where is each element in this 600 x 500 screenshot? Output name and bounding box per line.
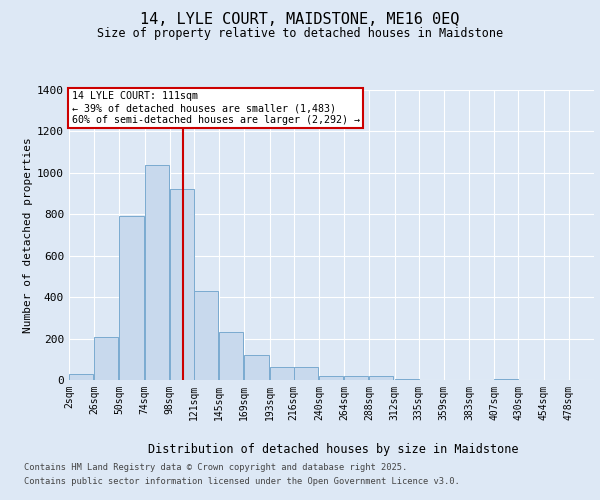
Bar (170, 190, 194, 380)
Text: Contains public sector information licensed under the Open Government Licence v3: Contains public sector information licen… (24, 477, 460, 486)
Bar (294, 366, 318, 380)
Bar (395, 379, 419, 380)
Bar (494, 379, 518, 380)
Bar (269, 366, 294, 380)
Bar (370, 376, 394, 380)
Bar (94, 336, 118, 380)
Bar (69, 374, 93, 380)
Bar (219, 332, 244, 380)
Y-axis label: Number of detached properties: Number of detached properties (23, 137, 33, 333)
Text: Contains HM Land Registry data © Crown copyright and database right 2025.: Contains HM Land Registry data © Crown c… (24, 464, 407, 472)
Text: Distribution of detached houses by size in Maidstone: Distribution of detached houses by size … (148, 442, 518, 456)
Bar (319, 376, 343, 380)
Bar (194, 291, 218, 380)
Bar (244, 355, 269, 380)
Text: 14 LYLE COURT: 111sqm
← 39% of detached houses are smaller (1,483)
60% of semi-d: 14 LYLE COURT: 111sqm ← 39% of detached … (71, 92, 359, 124)
Bar (119, 216, 143, 380)
Bar (344, 376, 368, 380)
Text: 14, LYLE COURT, MAIDSTONE, ME16 0EQ: 14, LYLE COURT, MAIDSTONE, ME16 0EQ (140, 12, 460, 28)
Bar (145, 164, 169, 380)
Text: Size of property relative to detached houses in Maidstone: Size of property relative to detached ho… (97, 28, 503, 40)
